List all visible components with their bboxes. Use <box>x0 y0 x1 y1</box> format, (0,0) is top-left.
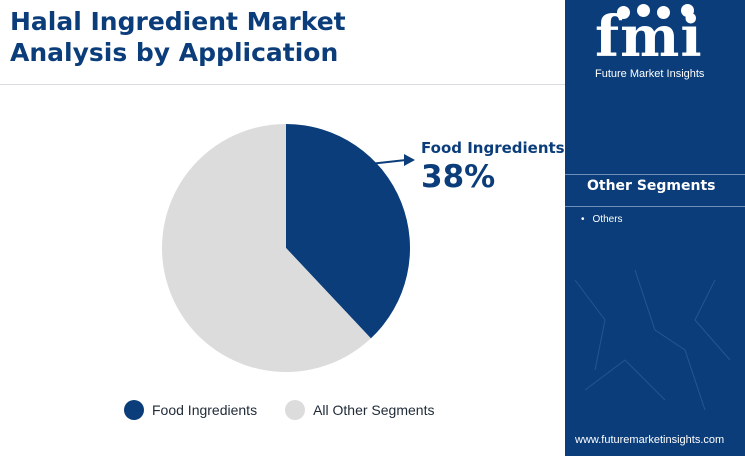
logo-dot-icon <box>617 6 630 19</box>
chart-legend: Food Ingredients All Other Segments <box>124 400 462 420</box>
logo-tagline: Future Market Insights <box>595 68 705 80</box>
logo-dot-icon <box>681 4 694 17</box>
slice-callout: Food Ingredients 38% <box>421 138 565 196</box>
callout-arrow <box>369 154 415 166</box>
legend-label: Food Ingredients <box>152 402 258 418</box>
pie-slice-food-ingredients <box>286 124 410 339</box>
callout-arrow-line <box>369 159 407 165</box>
decorative-texture <box>574 269 731 411</box>
other-segments-list: Others <box>581 214 623 225</box>
logo-dot-icon <box>637 4 650 17</box>
legend-label: All Other Segments <box>313 402 435 418</box>
legend-swatch <box>124 400 144 420</box>
chart-panel: Halal Ingredient Market Analysis by Appl… <box>0 7 565 420</box>
callout-value: 38% <box>421 159 496 195</box>
pie-chart <box>161 124 415 373</box>
website-url: www.futuremarketinsights.com <box>575 434 725 446</box>
callout-label: Food Ingredients <box>421 139 565 157</box>
logo-dot-icon <box>657 6 670 19</box>
legend-item-food-ingredients: Food Ingredients <box>124 400 257 420</box>
fmi-logo: fmi Future Market Insights <box>565 0 745 100</box>
list-item: Others <box>581 214 623 225</box>
brand-panel: fmi Future Market Insights Other Segment… <box>565 0 745 456</box>
callout-arrow-head <box>404 154 415 166</box>
chart-title: Halal Ingredient Market Analysis by Appl… <box>10 7 346 67</box>
legend-swatch <box>285 400 306 420</box>
title-divider <box>0 84 565 85</box>
logo-icon-dots <box>617 4 737 22</box>
pie-slices <box>161 124 410 373</box>
segments-divider <box>565 206 745 207</box>
other-segments-title: Other Segments <box>587 178 716 194</box>
logo-wordmark: fmi <box>595 4 703 70</box>
pie-slice-all-other-segments <box>161 124 371 373</box>
segments-header-band <box>565 174 745 202</box>
legend-item-all-other-segments: All Other Segments <box>285 400 434 420</box>
